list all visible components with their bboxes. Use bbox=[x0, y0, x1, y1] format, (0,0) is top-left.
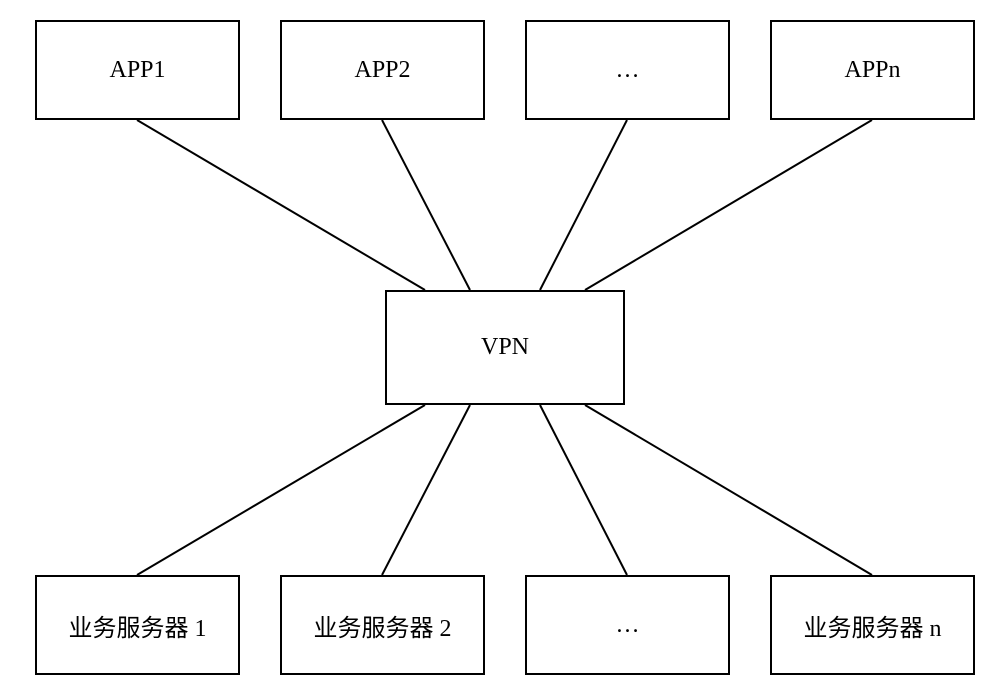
node-app1: APP1 bbox=[35, 20, 240, 120]
node-label: 业务服务器 2 bbox=[314, 608, 452, 643]
node-label: APPn bbox=[844, 57, 900, 84]
node-server-ellipsis: … bbox=[525, 575, 730, 675]
node-label: VPN bbox=[481, 334, 529, 361]
node-label: … bbox=[616, 612, 640, 639]
node-label: … bbox=[616, 57, 640, 84]
node-label: 业务服务器 n bbox=[804, 608, 942, 643]
node-appn: APPn bbox=[770, 20, 975, 120]
node-servern: 业务服务器 n bbox=[770, 575, 975, 675]
node-server2: 业务服务器 2 bbox=[280, 575, 485, 675]
diagram-nodes-layer: APP1 APP2 … APPn VPN 业务服务器 1 业务服务器 2 … 业… bbox=[0, 0, 1000, 699]
node-app-ellipsis: … bbox=[525, 20, 730, 120]
node-label: 业务服务器 1 bbox=[69, 608, 207, 643]
node-label: APP2 bbox=[354, 57, 410, 84]
node-label: APP1 bbox=[109, 57, 165, 84]
node-app2: APP2 bbox=[280, 20, 485, 120]
node-vpn: VPN bbox=[385, 290, 625, 405]
node-server1: 业务服务器 1 bbox=[35, 575, 240, 675]
